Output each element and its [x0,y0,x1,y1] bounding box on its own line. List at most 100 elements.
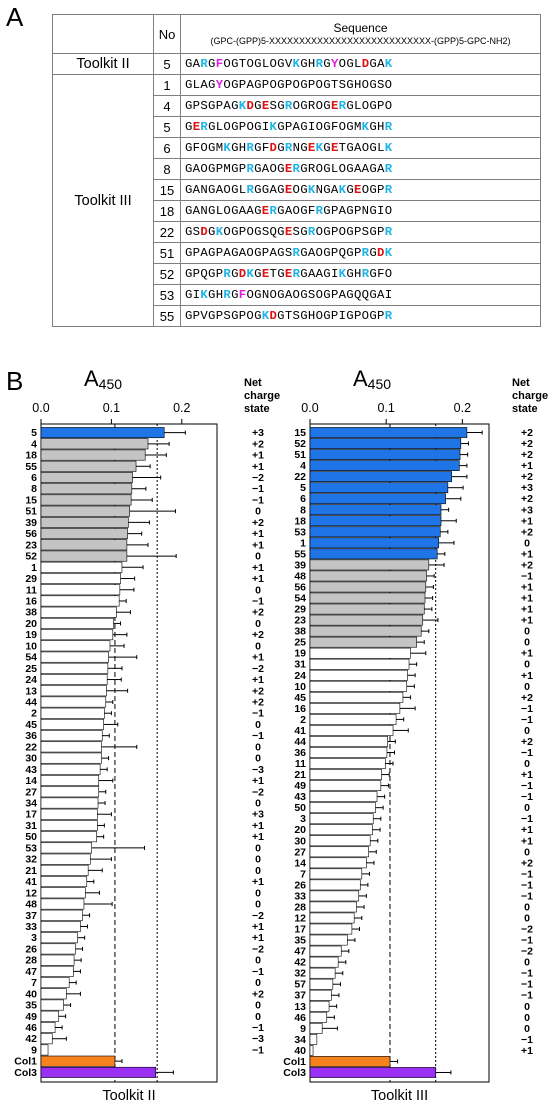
charge-label: −1 [252,494,264,506]
charge-label: 0 [255,584,261,596]
charge-label: 0 [524,1023,530,1035]
x-tick-label: 0.0 [301,401,318,415]
charge-label: 0 [524,626,530,638]
category-label: 23 [294,615,306,627]
net-charge-header: charge [512,390,548,402]
bar [40,561,123,573]
charge-label: +2 [252,629,264,641]
bar [309,879,361,891]
bar [40,449,146,461]
sequence-segment: GAAGI [300,267,339,281]
bar [309,482,449,494]
category-label: 1 [31,562,37,574]
bar [309,603,425,615]
bar [309,846,369,858]
bar [40,427,165,439]
charge-label: +1 [252,921,264,933]
bar [40,763,101,775]
sequence-segment: OGP [361,183,385,197]
bar [309,625,422,637]
sequence-segment: E [284,267,293,281]
bar [40,696,107,708]
sequence-segment: K [269,120,278,134]
charge-label: 0 [524,637,530,649]
charge-label: +2 [252,438,264,450]
sequence-table-header: No Sequence (GPC-(GPP)5-XXXXXXXXXXXXXXXX… [52,14,541,54]
bar [40,718,104,730]
bar [40,999,64,1011]
category-label: 54 [25,652,37,664]
charge-label: 0 [524,1001,530,1013]
sequence-segment: GLAG [185,78,216,92]
sequence-segment: OGTOGLOGV [223,57,293,71]
charge-label: −2 [252,786,264,798]
sequence-segment: E [284,183,293,197]
charge-label: +2 [252,685,264,697]
bar [40,595,120,607]
category-label: 13 [25,685,37,697]
sequence-segment: GH [231,141,247,155]
charge-label: −2 [521,946,533,958]
charge-label: −1 [521,968,533,980]
sequence-segment: GPAGPNGIO [323,204,393,218]
sequence-segment: Y [215,78,224,92]
sequence-segment: GF [254,141,270,155]
charge-label: +1 [252,775,264,787]
sequence-segment: R [284,99,293,113]
bar [309,714,397,725]
peptide-sequence: GPQGPRGDKGETGERGAAGIKGHRGFO [180,263,541,285]
charge-label: −1 [521,570,533,582]
sequence-segment: GPAGPAGAOGPAGS [185,246,293,260]
sequence-row: 5 GERGLOGPOGIKGPAGIOGFOGMKGHR [53,116,541,138]
charge-label: +1 [521,769,533,781]
sequence-segment: G [254,99,262,113]
bar [309,537,440,549]
x-tick-label: 0.1 [103,401,120,415]
charge-label: +1 [252,573,264,585]
category-label: 33 [294,890,306,902]
charge-label: 0 [524,957,530,969]
sequence-segment: K [307,183,316,197]
bar [309,945,342,957]
category-label: 11 [295,758,306,770]
category-label: 47 [294,946,306,958]
bar [40,808,98,820]
sequence-row: Toolkit II 5 GARGFOGTOGLOGVKGHRGYOGLDGAK [52,53,541,75]
charge-label: +2 [521,493,533,505]
charge-label: 0 [255,899,261,911]
charge-label: +2 [521,692,533,704]
bar [40,853,91,865]
peptide-sequence: GERGLOGPOGIKGPAGIOGFOGMKGHR [180,116,541,138]
bar [309,1022,323,1034]
bar [309,813,374,825]
charge-label: 0 [255,640,261,652]
peptide-sequence: GPSGPAGKDGESGROGROGERGLOGPO [180,95,541,117]
sequence-segment: D [361,57,370,71]
bar [40,707,105,719]
sequence-segment: G [323,57,331,71]
charge-label: −2 [252,910,264,922]
category-label: 22 [294,471,306,483]
sequence-segment: G [254,267,262,281]
bar [309,1000,330,1012]
charge-label: 0 [255,865,261,877]
sequence-segment: GA [185,57,201,71]
bar [309,791,378,803]
category-label: 25 [25,663,37,675]
bar [40,819,98,831]
charge-label: 0 [255,719,261,731]
bar [309,427,468,438]
charge-label: +2 [252,607,264,619]
category-label: 48 [25,899,37,911]
category-label: 31 [294,659,306,671]
category-label: 39 [25,517,37,529]
bar [309,702,401,714]
category-label: 16 [294,703,306,715]
bar [40,864,89,876]
bar [309,912,355,924]
category-label: 19 [25,629,37,641]
sequence-segment: R [292,246,301,260]
sequence-segment: OG [292,183,308,197]
charge-label: +1 [252,450,264,462]
charge-label: +1 [252,652,264,664]
